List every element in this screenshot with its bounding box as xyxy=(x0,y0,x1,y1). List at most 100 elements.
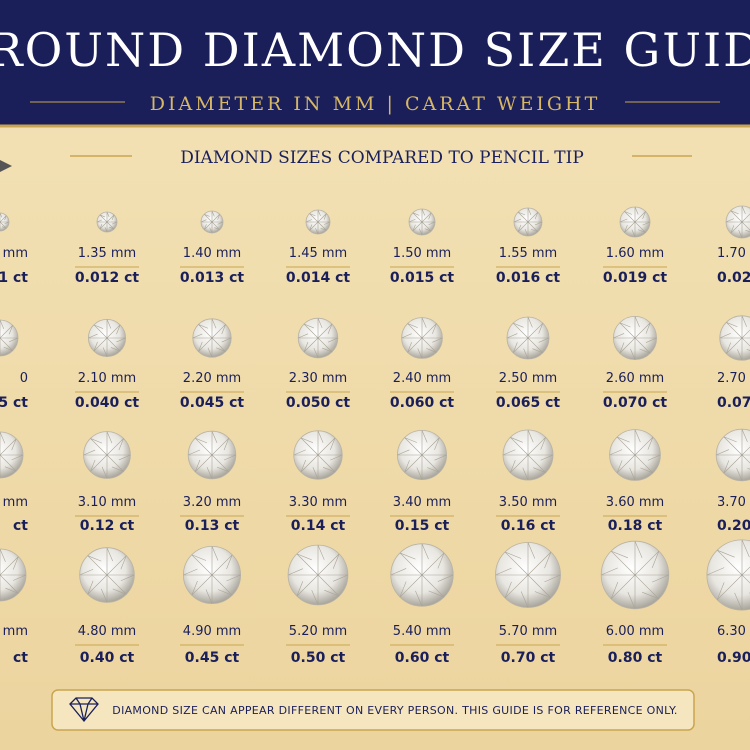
diamond xyxy=(83,431,131,479)
diamond xyxy=(305,209,331,235)
diamond xyxy=(619,206,651,238)
size-ct: 0.18 ct xyxy=(608,518,663,534)
diamond-facets xyxy=(609,429,661,481)
size-mm: 4.80 mm xyxy=(78,624,136,639)
header-band xyxy=(0,0,750,126)
diamond-facets xyxy=(495,542,561,608)
size-ct: 0.14 ct xyxy=(291,518,346,534)
size-ct: 0.016 ct xyxy=(496,270,560,286)
diamond-facets xyxy=(79,547,135,603)
diamond xyxy=(182,546,241,605)
size-ct: 0.065 ct xyxy=(496,395,560,411)
diamond xyxy=(88,318,127,357)
size-mm: 3.10 mm xyxy=(78,495,136,510)
size-ct: 0.50 ct xyxy=(291,650,346,666)
diamond-facets xyxy=(0,319,19,356)
diamond xyxy=(0,548,27,602)
size-mm: 6.30 xyxy=(717,624,746,639)
diamond-facets xyxy=(305,209,331,235)
subtitle: DIAMETER IN MM | CARAT WEIGHT xyxy=(150,93,601,115)
footer-note: DIAMOND SIZE CAN APPEAR DIFFERENT ON EVE… xyxy=(112,704,677,717)
diamond xyxy=(0,431,24,479)
size-mm: 1.60 mm xyxy=(606,246,664,261)
diamond-icon xyxy=(69,697,99,723)
section-title: DIAMOND SIZES COMPARED TO PENCIL TIP xyxy=(180,148,584,168)
size-ct: 0.015 ct xyxy=(390,270,454,286)
diamond-facets xyxy=(188,431,236,479)
diamond-facets xyxy=(716,429,750,481)
size-ct: 0.60 ct xyxy=(395,650,450,666)
size-mm: 1.70 xyxy=(717,246,746,261)
size-mm: 0 mm xyxy=(0,246,28,261)
footer-box xyxy=(51,689,695,731)
diamond xyxy=(725,205,750,239)
diamond-facets xyxy=(83,431,131,479)
grid: 0 mm 011 ct 1.35 mm 0.012 ct 1.40 mm 0.013 ct… xyxy=(0,205,750,666)
size-mm: 2.40 mm xyxy=(393,371,451,386)
size-ct: 0.019 ct xyxy=(603,270,667,286)
size-ct: 0.15 ct xyxy=(395,518,450,534)
size-mm: 2.60 mm xyxy=(606,371,664,386)
diamond xyxy=(502,429,554,481)
diamond xyxy=(297,317,339,359)
pencil-tip xyxy=(0,160,12,172)
size-ct: 0.45 ct xyxy=(185,650,240,666)
diamond-facets xyxy=(706,539,750,611)
diamond-facets xyxy=(183,546,241,604)
size-ct: 011 ct xyxy=(0,270,28,286)
size-ct: 0.050 ct xyxy=(286,395,350,411)
size-mm: mm xyxy=(3,495,28,510)
diamond xyxy=(706,539,750,611)
size-mm: mm xyxy=(3,624,28,639)
diamond xyxy=(613,315,658,360)
diamond xyxy=(96,211,118,233)
title: ROUND DIAMOND SIZE GUID xyxy=(0,23,750,77)
diamond-facets xyxy=(298,318,338,358)
diamond-facets xyxy=(293,430,343,480)
size-mm: 4.90 mm xyxy=(183,624,241,639)
size-mm: 3.30 mm xyxy=(289,495,347,510)
diamond-facets xyxy=(192,318,232,358)
size-ct: 0.014 ct xyxy=(286,270,350,286)
diamond-facets xyxy=(200,210,224,234)
size-ct: 0.70 ct xyxy=(501,650,556,666)
diamond xyxy=(0,212,10,232)
diamond-facets xyxy=(96,211,118,233)
size-ct: 0.90 xyxy=(717,650,750,666)
size-ct: 35 ct xyxy=(0,395,28,411)
size-mm: 3.60 mm xyxy=(606,495,664,510)
size-ct: 0.07 xyxy=(717,395,750,411)
diamond-facets xyxy=(88,319,126,357)
size-mm: 3.70 xyxy=(717,495,746,510)
diamond xyxy=(506,316,550,360)
diamond xyxy=(287,544,349,606)
size-ct: 0.045 ct xyxy=(180,395,244,411)
diamond-facets xyxy=(601,541,669,609)
diamond xyxy=(390,543,454,607)
size-ct: 0.12 ct xyxy=(80,518,135,534)
size-mm: 1.35 mm xyxy=(78,246,136,261)
diamond-facets xyxy=(502,429,554,481)
size-mm: 2.30 mm xyxy=(289,371,347,386)
diamond xyxy=(609,429,661,481)
size-mm: 2.50 mm xyxy=(499,371,557,386)
size-ct: 0.070 ct xyxy=(603,395,667,411)
diamond xyxy=(187,430,237,480)
size-ct: 0.20 xyxy=(717,518,750,534)
size-mm: 1.50 mm xyxy=(393,246,451,261)
diamond-facets xyxy=(506,316,550,360)
size-mm: 1.55 mm xyxy=(499,246,557,261)
diamond xyxy=(0,319,19,357)
diamond-facets xyxy=(408,208,436,236)
diamond xyxy=(396,429,447,480)
size-ct: ct xyxy=(13,650,28,666)
diamond xyxy=(600,540,670,610)
diamond-facets xyxy=(287,544,349,606)
diamond xyxy=(192,318,232,358)
size-mm: 5.40 mm xyxy=(393,624,451,639)
size-mm: 6.00 mm xyxy=(606,624,664,639)
size-ct: 0.13 ct xyxy=(185,518,240,534)
diamond-facets xyxy=(390,543,454,607)
diamond xyxy=(719,315,750,361)
diamond-facets xyxy=(619,206,651,238)
